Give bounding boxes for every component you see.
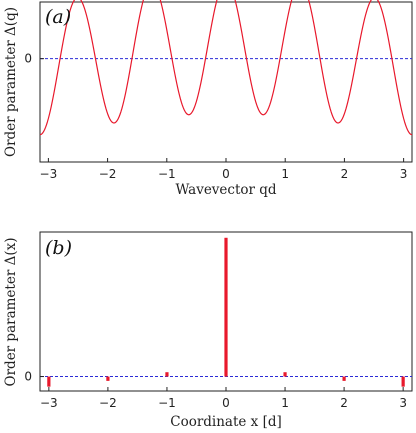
panel-a-x-ticks: −3 −2 −1 0 1 2 3 — [40, 158, 408, 181]
panel-a-y-axis-label: Order parameter Δ(q) — [3, 7, 19, 157]
panel-b-y-axis-label: Order parameter Δ(x) — [3, 238, 19, 387]
panel-b-bar — [401, 376, 405, 387]
panel-b-bar — [165, 372, 169, 377]
panel-a-x-tick-label: −1 — [158, 167, 176, 181]
panel-b: −3 −2 −1 0 1 2 3 0 (b) Coordinate x [d] Order … — [3, 231, 413, 430]
panel-b-x-tick-label: −1 — [158, 396, 176, 410]
panel-b-x-tick-label: 2 — [340, 396, 348, 410]
panel-b-bars — [47, 237, 405, 387]
panel-a-x-tick-label: 3 — [400, 167, 408, 181]
panel-b-bar — [224, 237, 228, 377]
panel-b-x-tick-label: 3 — [399, 396, 407, 410]
panel-a-x-tick-label: 1 — [281, 167, 289, 181]
panel-b-label: (b) — [45, 237, 72, 259]
panel-b-bar — [342, 376, 346, 381]
panel-b-y-ticks: 0 — [24, 370, 44, 384]
panel-a-series-layer — [39, 0, 413, 136]
panel-b-x-tick-label: −3 — [40, 396, 58, 410]
panel-a-x-tick-label: 0 — [222, 167, 230, 181]
panel-a-y-ticks: 0 — [24, 52, 44, 66]
panel-b-bar — [47, 376, 51, 387]
panel-b-x-ticks: −3 −2 −1 0 1 2 3 — [40, 387, 407, 410]
panel-b-x-tick-label: 0 — [222, 396, 230, 410]
panel-a-label: (a) — [45, 6, 71, 28]
panel-b-x-axis-label: Coordinate x [d] — [170, 414, 282, 430]
panel-a-x-axis-label: Wavevector qd — [175, 182, 276, 198]
panel-b-bar — [106, 376, 110, 381]
panel-a-y-tick-label: 0 — [24, 52, 32, 66]
panel-a-x-tick-label: −3 — [40, 167, 58, 181]
panel-a-x-tick-label: 2 — [341, 167, 349, 181]
panel-a-x-tick-label: −2 — [99, 167, 117, 181]
panel-a-frame — [39, 1, 413, 163]
panel-b-x-tick-label: −2 — [99, 396, 117, 410]
panel-a-series-line — [39, 0, 413, 136]
panel-a: −3 −2 −1 0 1 2 3 0 (a) Wavevector qd Order par… — [3, 0, 413, 198]
panel-b-bar — [283, 372, 287, 377]
panel-b-x-tick-label: 1 — [281, 396, 289, 410]
panel-b-y-tick-label: 0 — [24, 370, 32, 384]
